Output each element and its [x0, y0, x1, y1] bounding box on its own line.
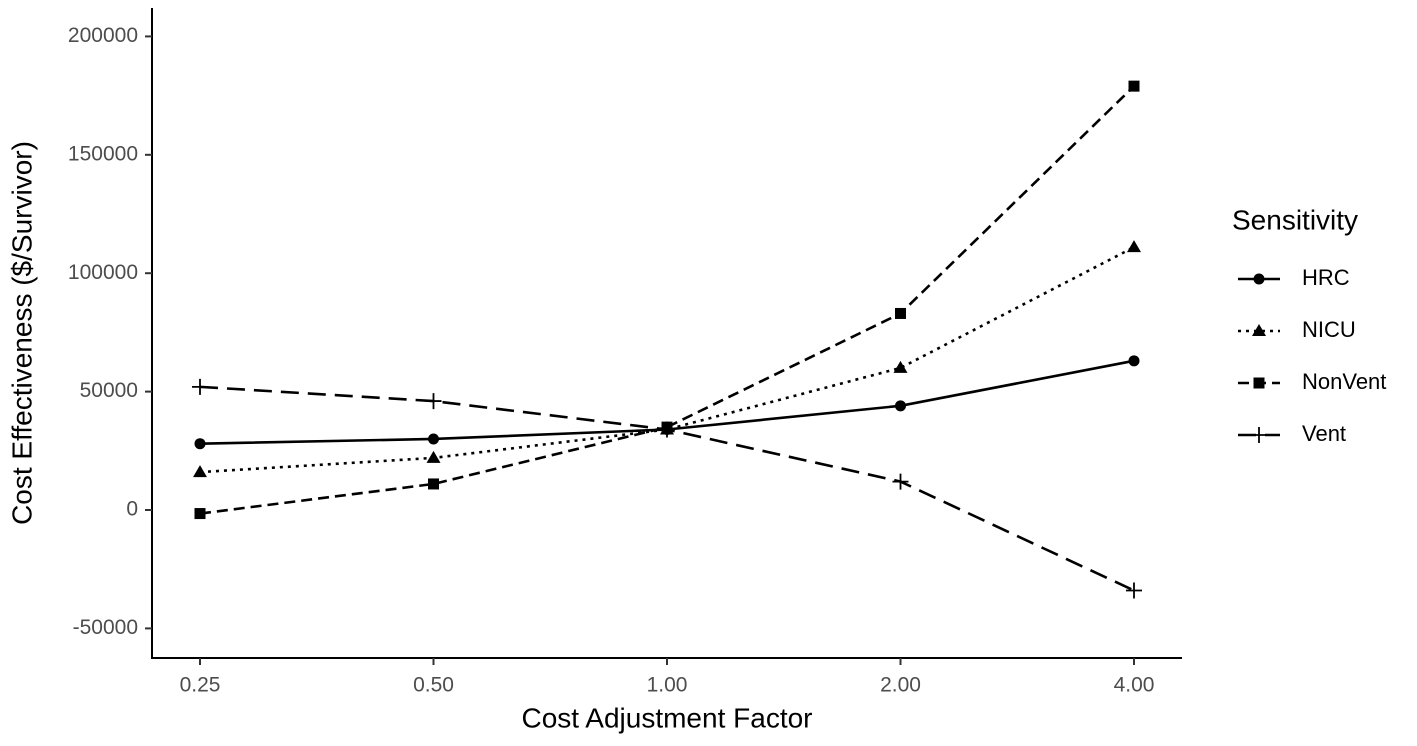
data-point [425, 393, 442, 410]
data-point [895, 307, 906, 319]
legend-label: NICU [1302, 317, 1356, 342]
data-point [426, 450, 441, 463]
y-axis-title: Cost Effectiveness ($/Survivor) [6, 141, 37, 525]
x-tick-label: 4.00 [1114, 674, 1155, 697]
legend-label: HRC [1302, 265, 1350, 290]
x-tick-label: 1.00 [647, 674, 688, 697]
legend-key-symbol [1252, 324, 1266, 336]
legend-key-symbol [1253, 377, 1265, 389]
x-tick-label: 0.25 [180, 674, 221, 697]
data-point [194, 438, 206, 450]
legend-key-symbol [1253, 273, 1265, 285]
y-tick-label: 0 [126, 498, 138, 521]
legend-title: Sensitivity [1232, 204, 1358, 235]
data-point [893, 360, 908, 373]
data-point [194, 508, 206, 520]
data-point [1127, 240, 1141, 253]
y-tick-label: 100000 [68, 261, 138, 284]
data-point [192, 378, 208, 395]
x-axis-title: Cost Adjustment Factor [521, 702, 812, 733]
data-point [895, 400, 906, 412]
data-point [428, 433, 439, 445]
legend-key-symbol [1251, 427, 1267, 443]
y-tick-label: 50000 [80, 379, 138, 402]
y-tick-label: -50000 [73, 616, 138, 639]
x-tick-label: 0.50 [413, 674, 454, 697]
x-tick-label: 2.00 [880, 674, 921, 697]
data-point [659, 421, 675, 438]
y-tick-label: 200000 [68, 24, 138, 47]
legend-label: NonVent [1302, 369, 1386, 394]
data-point [428, 478, 439, 490]
data-point [1126, 582, 1142, 599]
series-line [199, 246, 1135, 474]
data-point [193, 465, 207, 478]
data-point [892, 473, 909, 490]
data-point [1128, 80, 1140, 92]
data-point [1128, 355, 1140, 367]
series-line [199, 85, 1135, 515]
series-line [199, 385, 1135, 592]
y-tick-label: 150000 [68, 142, 138, 165]
legend-label: Vent [1302, 421, 1346, 446]
